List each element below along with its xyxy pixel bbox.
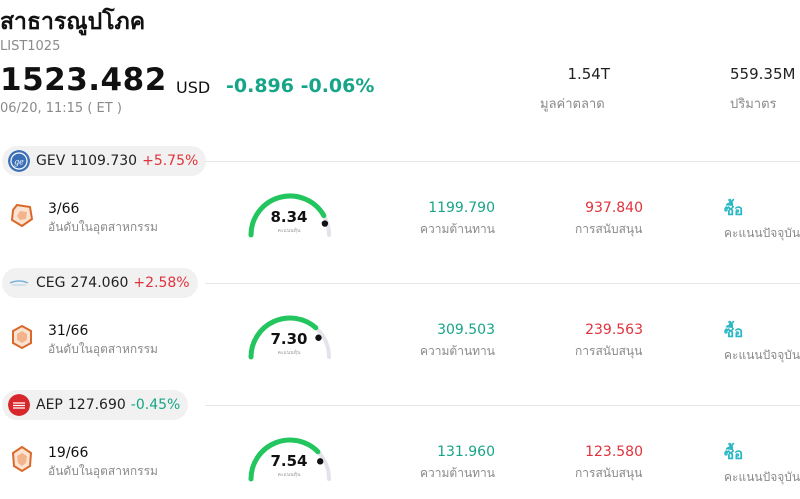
stock-score-gauge	[245, 435, 335, 485]
stock-score-label: คะแนนหุ้น	[277, 472, 301, 478]
stock-score-label: คะแนนหุ้น	[277, 228, 301, 234]
ge-logo-icon: ge	[8, 150, 30, 172]
stock-change: -0.45%	[130, 397, 181, 413]
gauge-marker	[315, 334, 322, 341]
industry-rank-label: อันดับในอุตสาหกรรม	[48, 464, 158, 478]
industry-rank: 19/66	[48, 445, 89, 461]
current-rating-label: คะแนนปัจจุบัน	[724, 348, 800, 362]
market-cap-value: 1.54T	[567, 65, 610, 83]
stock-price: 274.060	[70, 275, 129, 291]
ticker: AEP	[36, 397, 63, 413]
ticker: CEG	[36, 275, 66, 291]
stock-change: +2.58%	[133, 275, 190, 291]
volume-value: 559.35M	[730, 65, 796, 83]
stock-price: 1109.730	[70, 153, 138, 169]
row-divider	[205, 405, 800, 406]
ticker: GEV	[36, 153, 66, 169]
resistance-label: ความต้านทาน	[420, 466, 495, 480]
gauge-fill	[248, 315, 319, 360]
stock-change: +5.75%	[142, 153, 199, 169]
gauge-marker	[321, 220, 329, 227]
support-label: การสนับสนุน	[575, 344, 643, 358]
industry-rank-label: อันดับในอุตสาหกรรม	[48, 220, 158, 234]
gauge-arc	[248, 193, 331, 238]
volume-label: ปริมาตร	[730, 97, 777, 112]
aep-logo-icon	[8, 394, 30, 416]
current-rating-label: คะแนนปัจจุบัน	[724, 226, 800, 240]
stock-score-gauge	[245, 313, 335, 363]
gauge-arc	[248, 315, 331, 360]
svg-text:ge: ge	[14, 158, 24, 167]
rating-buy[interactable]: ซื้อ	[724, 445, 744, 463]
resistance-value: 309.503	[437, 322, 495, 338]
market-cap-label: มูลค่าตลาด	[540, 97, 605, 112]
stock-chip-ceg[interactable]: CEG 274.060 +2.58%	[2, 268, 198, 298]
support-value: 937.840	[585, 200, 643, 216]
currency: USD	[176, 78, 211, 97]
stock-score-label: คะแนนหุ้น	[277, 350, 301, 356]
rating-buy[interactable]: ซื้อ	[724, 323, 744, 341]
change-percent: -0.06%	[300, 75, 375, 97]
stock-score-gauge	[245, 191, 335, 241]
stock-price: 127.690	[67, 397, 126, 413]
resistance-label: ความต้านทาน	[420, 344, 495, 358]
industry-rank-icon	[8, 445, 36, 477]
industry-rank: 31/66	[48, 323, 89, 339]
gauge-marker	[316, 458, 324, 465]
stock-chip-aep[interactable]: AEP 127.690 -0.45%	[2, 390, 189, 420]
constellation-logo-icon	[8, 272, 30, 294]
support-value: 239.563	[585, 322, 643, 338]
support-label: การสนับสนุน	[575, 466, 643, 480]
stock-score: 8.34	[270, 208, 308, 226]
gauge-fill	[248, 437, 321, 482]
list-code: LIST1025	[0, 39, 61, 54]
change-value: -0.896	[226, 75, 294, 97]
page-title: สาธารณูปโภค	[0, 9, 146, 35]
stock-chip-gev[interactable]: ge GEV 1109.730 +5.75%	[2, 146, 207, 176]
stock-score: 7.54	[270, 452, 308, 470]
industry-rank-icon	[8, 201, 36, 233]
industry-rank: 3/66	[48, 201, 80, 217]
gauge-arc	[248, 437, 331, 482]
timestamp: 06/20, 11:15 ( ET )	[0, 101, 122, 116]
support-value: 123.580	[585, 444, 643, 460]
price-change: -0.896 -0.06%	[226, 75, 374, 97]
industry-rank-label: อันดับในอุตสาหกรรม	[48, 342, 158, 356]
gauge-fill	[248, 193, 327, 238]
resistance-value: 131.960	[437, 444, 495, 460]
resistance-label: ความต้านทาน	[420, 222, 495, 236]
row-divider	[205, 283, 800, 284]
resistance-value: 1199.790	[428, 200, 495, 216]
support-label: การสนับสนุน	[575, 222, 643, 236]
industry-rank-icon	[8, 323, 36, 355]
stock-score: 7.30	[270, 330, 308, 348]
row-divider	[205, 161, 800, 162]
current-rating-label: คะแนนปัจจุบัน	[724, 470, 800, 484]
rating-buy[interactable]: ซื้อ	[724, 201, 744, 219]
index-price: 1523.482	[0, 62, 167, 98]
